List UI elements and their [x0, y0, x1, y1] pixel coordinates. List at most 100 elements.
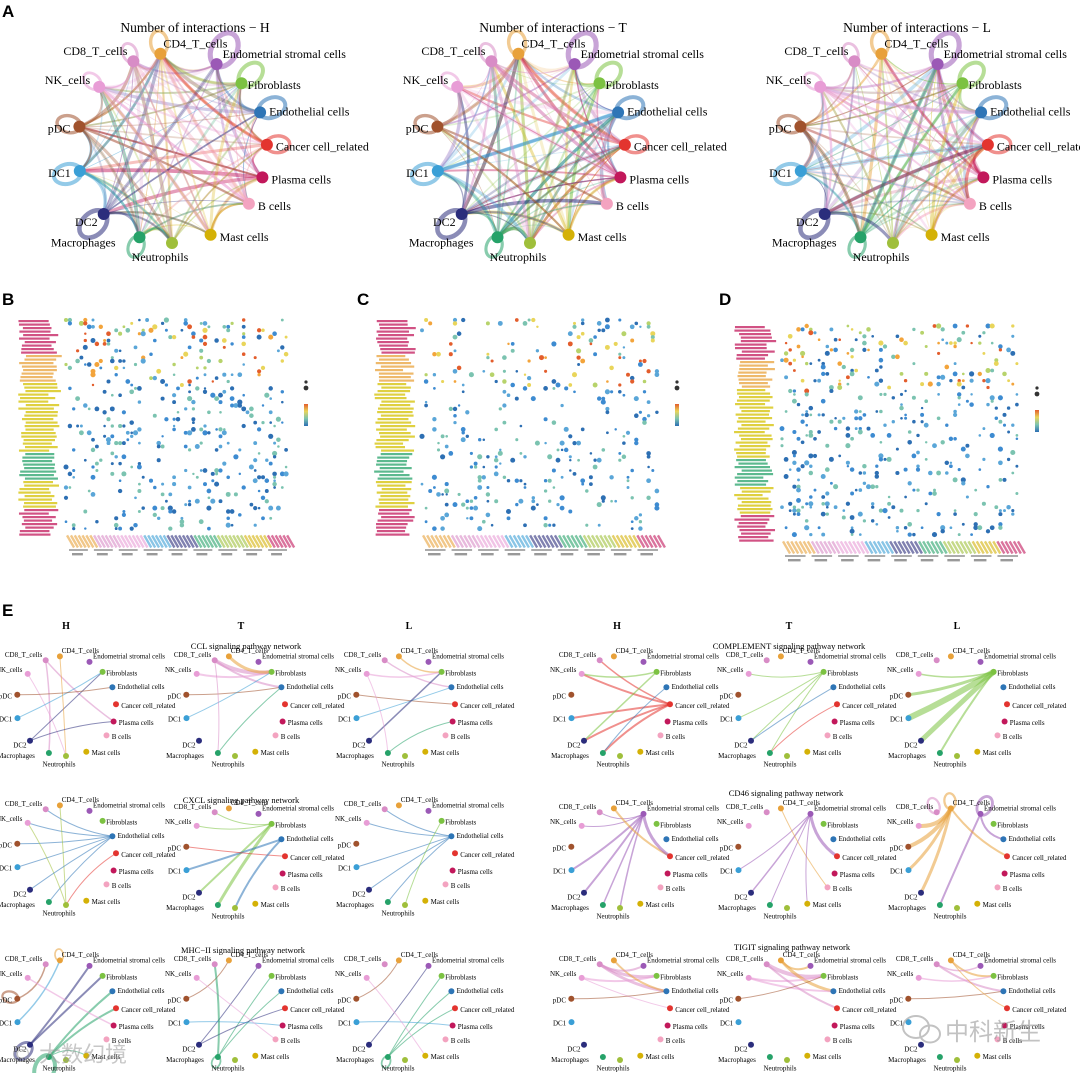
row-label-c-16 [378, 376, 411, 379]
dot-b-0-46 [241, 318, 246, 322]
dot-b-9-14 [118, 349, 122, 353]
col-label-d-4 [798, 540, 808, 555]
node-e2-0-13 [24, 974, 31, 981]
node-label-e0-5-10: DC2 [904, 742, 918, 750]
node-label-e1-0-5: Plasma cells [119, 868, 154, 876]
edge-e1-0-0 [27, 822, 113, 837]
dot-c-54-8 [452, 502, 458, 508]
dot-c-54-23 [515, 502, 519, 507]
dot-d-43-19 [858, 471, 863, 475]
edge-a2-110 [853, 60, 971, 205]
edge-e2-3-5 [581, 977, 671, 1009]
edge-a1-53 [567, 176, 622, 237]
dot-d-16-49 [982, 379, 986, 383]
dot-d-36-53 [997, 446, 1003, 452]
col-label-c-9 [459, 534, 469, 549]
dot-b-44-39 [214, 468, 219, 473]
edge-a0-50 [138, 202, 250, 239]
node-e0-4-11 [735, 715, 742, 722]
node-label-e2-5-13: NK_cells [887, 970, 914, 978]
node-label-e1-3-7: Mast cells [646, 901, 675, 909]
row-label-c-40 [376, 460, 408, 463]
node-e1-0-11 [14, 864, 21, 871]
node-label-a1-7: Mast cells [578, 230, 627, 244]
col-label-c-21 [508, 534, 518, 549]
dot-d-15-1 [784, 375, 789, 380]
dot-c-19-36 [568, 383, 573, 387]
dot-b-12-56 [280, 359, 284, 363]
node-label-e1-1-8: Neutrophils [211, 913, 244, 921]
node-a0-0 [154, 47, 167, 60]
dot-c-49-32 [552, 486, 556, 489]
row-label-d-35 [734, 448, 767, 451]
dot-d-52-16 [845, 501, 851, 506]
dot-b-5-27 [168, 335, 173, 340]
edge-a2-38 [930, 175, 985, 237]
dot-b-33-16 [125, 430, 130, 435]
edge-a1-16 [461, 82, 601, 215]
node-label-e0-5-12: pDC [890, 692, 904, 700]
node-a1-0 [512, 47, 525, 60]
dot-b-22-14 [118, 393, 122, 398]
node-label-e0-0-6: B cells [112, 733, 132, 741]
pathway-title-tigit: TIGIT signaling pathway network [734, 942, 851, 952]
row-label-d-28 [741, 424, 774, 427]
dot-c-44-36 [569, 469, 572, 472]
dot-b-19-7 [91, 383, 95, 387]
dot-c-7-7 [448, 342, 453, 346]
group-label-d-7 [973, 559, 987, 562]
dot-b-1-5 [83, 321, 88, 326]
dot-d-43-28 [895, 470, 900, 476]
node-e0-2-14 [381, 657, 388, 664]
dot-b-6-11 [106, 338, 111, 343]
dot-b-32-19 [137, 427, 142, 432]
edge-a1-51 [564, 62, 576, 237]
row-label-b-53 [23, 505, 56, 508]
node-e0-0-1 [86, 658, 93, 665]
dot-d-11-10 [821, 361, 825, 366]
edge-a1-60 [529, 143, 626, 244]
node-label-e1-1-10: DC2 [182, 894, 196, 902]
row-label-d-10 [740, 361, 775, 364]
dot-d-53-52 [994, 505, 999, 510]
edge-a0-99 [78, 111, 261, 128]
row-label-c-53 [375, 505, 408, 508]
edge-a2-109 [853, 60, 984, 178]
dot-c-24-44 [600, 399, 606, 405]
dot-b-27-29 [176, 411, 180, 414]
dot-c-30-8 [453, 420, 457, 425]
edge-a1-97 [456, 53, 520, 88]
col-label-c-3 [434, 534, 444, 549]
dot-b-45-57 [283, 471, 289, 477]
dot-d-59-34 [920, 526, 924, 530]
dot-c-38-19 [499, 448, 502, 452]
group-label-d-0 [788, 559, 801, 562]
node-e2-3-4 [667, 1005, 673, 1012]
node-e2-3-8 [617, 1057, 623, 1063]
dot-b-29-33 [191, 417, 196, 422]
dot-d-24-52 [994, 406, 998, 410]
edge-e1-2-1 [368, 835, 452, 891]
node-label-e1-2-11: DC1 [338, 865, 352, 873]
edge-a2-79 [799, 62, 940, 173]
node-label-e0-3-9: Macrophages [551, 752, 589, 760]
col-label-b-1 [69, 534, 79, 549]
col-label-b-8 [96, 534, 106, 549]
dot-c-21-54 [642, 390, 647, 394]
col-label-d-34 [922, 540, 932, 555]
dot-d-32-26 [886, 433, 892, 438]
edge-a1-67 [496, 143, 627, 239]
row-label-b-9 [21, 351, 57, 354]
node-a2-10 [818, 208, 831, 220]
dot-c-0-27 [531, 317, 536, 323]
edge-a1-58 [528, 62, 577, 245]
edge-a1-36 [516, 52, 623, 180]
dot-b-19-17 [130, 383, 134, 387]
dot-b-2-7 [91, 324, 95, 329]
edge-a1-65 [496, 82, 601, 239]
dot-c-56-36 [568, 509, 573, 514]
panel-label-b: B [2, 290, 14, 309]
